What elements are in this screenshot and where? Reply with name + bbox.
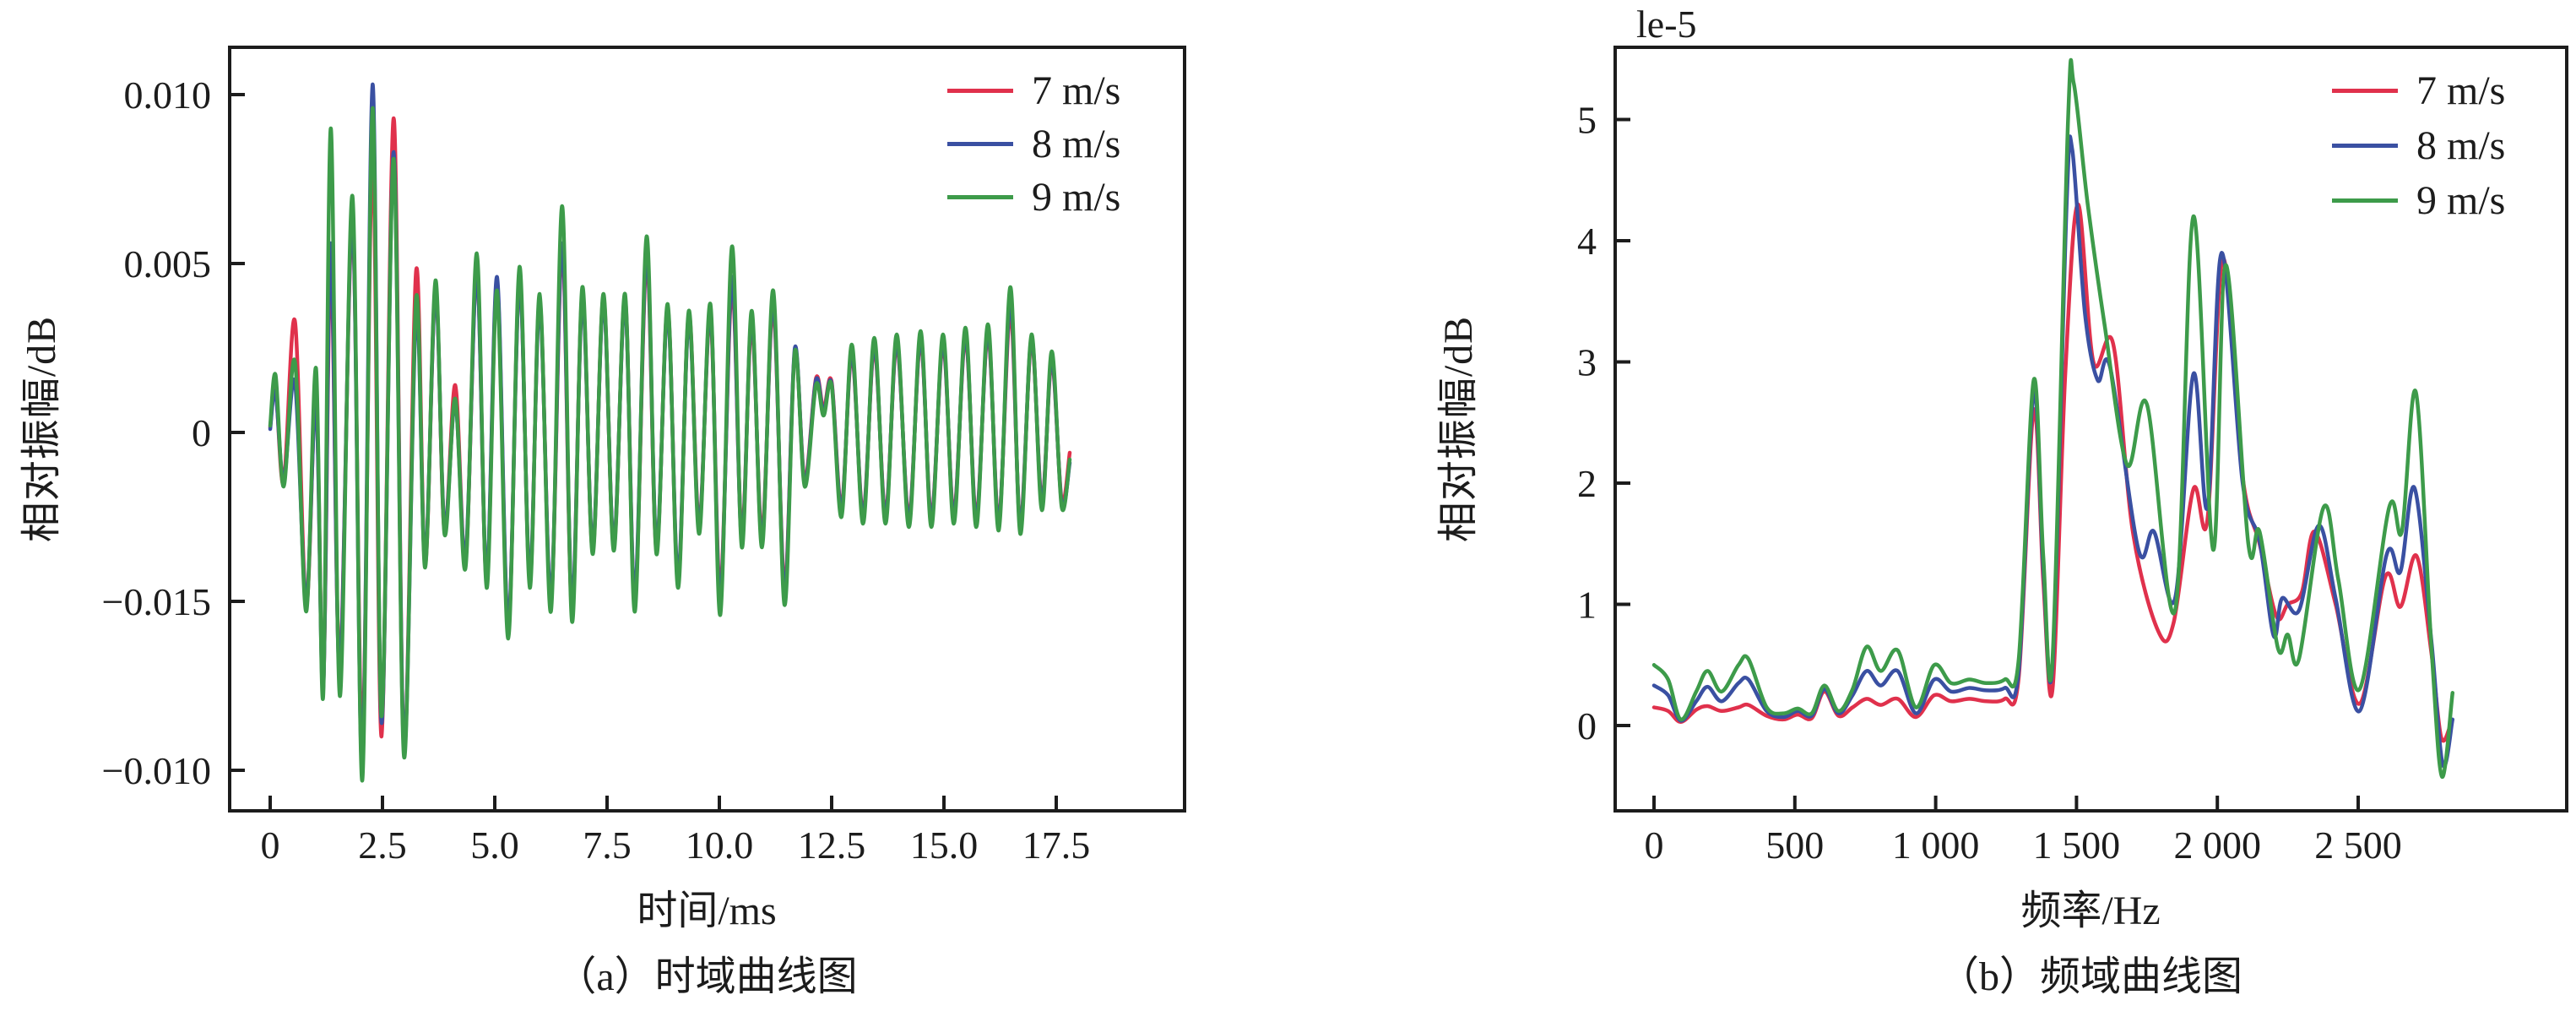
legend-item-8ms: 8 m/s — [947, 120, 1120, 167]
legend-label-7ms: 7 m/s — [2416, 68, 2506, 113]
legend-item-9ms: 9 m/s — [947, 173, 1120, 220]
legend-item-7ms: 7 m/s — [2332, 67, 2505, 114]
series-line-7ms — [1651, 202, 2454, 743]
x-tick-label: 2.5 — [358, 823, 407, 867]
x-tick-label: 12.5 — [798, 823, 866, 867]
x-tick-label: 10.0 — [686, 823, 754, 867]
legend-line-9ms-icon — [947, 194, 1013, 199]
legend-line-9ms-icon — [2332, 198, 2398, 203]
y-axis-offset-label: le-5 — [1636, 3, 1697, 46]
y-tick-label: 0.005 — [124, 242, 212, 285]
x-tick-label: 500 — [1765, 823, 1824, 867]
y-tick-label: 3 — [1577, 341, 1597, 384]
y-tick-label: −0.010 — [102, 749, 211, 792]
y-tick-label: 4 — [1577, 220, 1597, 263]
x-tick-label: 15.0 — [910, 823, 979, 867]
x-tick-label: 0 — [261, 823, 280, 867]
x-tick-label: 1 000 — [1892, 823, 1980, 867]
series-line-9ms — [1651, 57, 2455, 779]
y-tick-label: 5 — [1577, 99, 1597, 142]
legend-item-7ms: 7 m/s — [947, 67, 1120, 114]
y-axis-label-time-domain: 相对振幅/dB — [19, 315, 64, 543]
x-tick-label: 0 — [1645, 823, 1664, 867]
y-tick-label: −0.015 — [102, 580, 211, 623]
x-tick-label: 1 500 — [2033, 823, 2121, 867]
y-tick-label: 0.010 — [124, 73, 212, 117]
x-tick-label: 2 500 — [2314, 823, 2402, 867]
legend-label-8ms: 8 m/s — [1032, 121, 1121, 166]
legend-line-7ms-icon — [947, 88, 1013, 93]
legend-item-8ms: 8 m/s — [2332, 122, 2505, 169]
legend-line-7ms-icon — [2332, 88, 2398, 93]
x-tick-label: 5.0 — [470, 823, 519, 867]
y-axis-label-frequency-domain: 相对振幅/dB — [1436, 315, 1481, 543]
legend-item-9ms: 9 m/s — [2332, 177, 2505, 224]
legend-line-8ms-icon — [2332, 143, 2398, 148]
plot-border — [1613, 46, 2568, 813]
legend-label-7ms: 7 m/s — [1032, 68, 1121, 113]
legend-label-8ms: 8 m/s — [2416, 122, 2506, 168]
x-axis-label-frequency-domain: 频率/Hz — [2020, 889, 2161, 933]
y-tick-label: 0 — [192, 411, 211, 454]
plot-border — [228, 46, 1186, 813]
y-tick-label: 2 — [1577, 462, 1597, 505]
x-tick-label: 2 000 — [2173, 823, 2261, 867]
series-line-9ms — [268, 106, 1072, 783]
caption-time-domain: （a）时域曲线图 — [556, 954, 858, 999]
legend-label-9ms: 9 m/s — [2416, 177, 2506, 223]
y-tick-label: 1 — [1577, 584, 1597, 627]
legend-label-9ms: 9 m/s — [1032, 174, 1121, 220]
y-tick-label: 0 — [1577, 704, 1597, 747]
caption-frequency-domain: （b）频域曲线图 — [1938, 954, 2243, 999]
x-axis-label-time-domain: 时间/ms — [637, 889, 777, 933]
x-tick-label: 17.5 — [1022, 823, 1091, 867]
x-tick-label: 7.5 — [583, 823, 632, 867]
legend-line-8ms-icon — [947, 141, 1013, 146]
